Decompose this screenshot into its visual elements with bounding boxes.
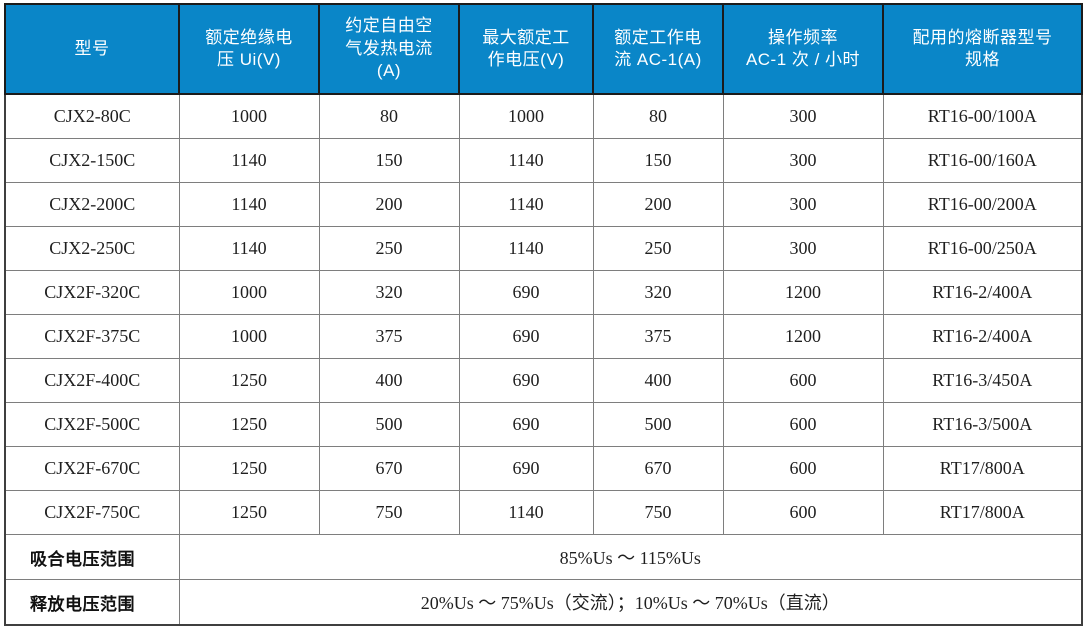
value-cell: 1140 — [458, 138, 594, 183]
value-cell: 80 — [592, 93, 724, 139]
value-cell: 1140 — [178, 182, 320, 227]
value-cell: 1140 — [458, 226, 594, 271]
value-cell: 250 — [592, 226, 724, 271]
pickup-voltage-value: 85%Us ～ 115%Us — [178, 534, 1083, 580]
table-row: CJX2-80C 1000 80 1000 80 300 RT16-00/100… — [4, 93, 1083, 139]
table-body: CJX2-80C 1000 80 1000 80 300 RT16-00/100… — [4, 93, 1083, 626]
table-row: CJX2F-320C 1000 320 690 320 1200 RT16-2/… — [4, 270, 1083, 315]
value-cell: 400 — [592, 358, 724, 403]
value-cell: 300 — [722, 138, 884, 183]
value-cell: 1140 — [178, 138, 320, 183]
value-cell: 1000 — [178, 314, 320, 359]
value-cell: 600 — [722, 446, 884, 491]
value-cell: 250 — [318, 226, 460, 271]
value-cell: RT16-2/400A — [882, 314, 1083, 359]
model-cell: CJX2F-500C — [4, 402, 180, 447]
value-cell: RT16-2/400A — [882, 270, 1083, 315]
value-cell: 500 — [592, 402, 724, 447]
release-voltage-value: 20%Us ～ 75%Us（交流）；10%Us ～ 70%Us（直流） — [178, 579, 1083, 626]
value-cell: 80 — [318, 93, 460, 139]
value-cell: 200 — [592, 182, 724, 227]
table-row: CJX2-200C 1140 200 1140 200 300 RT16-00/… — [4, 182, 1083, 227]
value-cell: 300 — [722, 93, 884, 139]
value-cell: 690 — [458, 314, 594, 359]
value-cell: 600 — [722, 490, 884, 535]
value-cell: 320 — [592, 270, 724, 315]
release-voltage-row: 释放电压范围 20%Us ～ 75%Us（交流）；10%Us ～ 70%Us（直… — [4, 579, 1083, 626]
column-header-operating-frequency: 操作频率 AC-1 次 / 小时 — [722, 3, 884, 95]
value-cell: 1000 — [178, 270, 320, 315]
model-cell: CJX2F-400C — [4, 358, 180, 403]
pickup-voltage-label: 吸合电压范围 — [4, 534, 180, 580]
value-cell: 670 — [592, 446, 724, 491]
value-cell: 375 — [592, 314, 724, 359]
value-cell: 150 — [592, 138, 724, 183]
value-cell: RT16-00/160A — [882, 138, 1083, 183]
value-cell: 1000 — [178, 93, 320, 139]
header-row: 型号 额定绝缘电 压 Ui(V) 约定自由空 气发热电流 (A) 最大额定工 作… — [4, 3, 1083, 95]
contactor-spec-table: 型号 额定绝缘电 压 Ui(V) 约定自由空 气发热电流 (A) 最大额定工 作… — [4, 3, 1083, 626]
table-header: 型号 额定绝缘电 压 Ui(V) 约定自由空 气发热电流 (A) 最大额定工 作… — [4, 3, 1083, 95]
value-cell: RT17/800A — [882, 490, 1083, 535]
column-header-rated-current: 额定工作电 流 AC-1(A) — [592, 3, 724, 95]
value-cell: RT16-3/500A — [882, 402, 1083, 447]
value-cell: 1250 — [178, 358, 320, 403]
pickup-voltage-row: 吸合电压范围 85%Us ～ 115%Us — [4, 534, 1083, 580]
value-cell: 1200 — [722, 270, 884, 315]
value-cell: 300 — [722, 182, 884, 227]
value-cell: 400 — [318, 358, 460, 403]
value-cell: 690 — [458, 270, 594, 315]
value-cell: 375 — [318, 314, 460, 359]
model-cell: CJX2-150C — [4, 138, 180, 183]
value-cell: 500 — [318, 402, 460, 447]
table-row: CJX2-150C 1140 150 1140 150 300 RT16-00/… — [4, 138, 1083, 183]
value-cell: 690 — [458, 446, 594, 491]
column-header-model: 型号 — [4, 3, 180, 95]
table-row: CJX2-250C 1140 250 1140 250 300 RT16-00/… — [4, 226, 1083, 271]
value-cell: 320 — [318, 270, 460, 315]
value-cell: 1250 — [178, 490, 320, 535]
value-cell: 1140 — [178, 226, 320, 271]
value-cell: RT16-00/100A — [882, 93, 1083, 139]
value-cell: 1200 — [722, 314, 884, 359]
table-row: CJX2F-500C 1250 500 690 500 600 RT16-3/5… — [4, 402, 1083, 447]
value-cell: RT16-3/450A — [882, 358, 1083, 403]
model-cell: CJX2F-750C — [4, 490, 180, 535]
model-cell: CJX2-200C — [4, 182, 180, 227]
value-cell: 690 — [458, 358, 594, 403]
value-cell: 1250 — [178, 446, 320, 491]
value-cell: RT17/800A — [882, 446, 1083, 491]
table-row: CJX2F-670C 1250 670 690 670 600 RT17/800… — [4, 446, 1083, 491]
value-cell: 600 — [722, 402, 884, 447]
value-cell: 1140 — [458, 182, 594, 227]
column-header-thermal-current: 约定自由空 气发热电流 (A) — [318, 3, 460, 95]
release-voltage-label: 释放电压范围 — [4, 579, 180, 626]
table-row: CJX2F-400C 1250 400 690 400 600 RT16-3/4… — [4, 358, 1083, 403]
value-cell: 200 — [318, 182, 460, 227]
value-cell: 690 — [458, 402, 594, 447]
model-cell: CJX2F-375C — [4, 314, 180, 359]
value-cell: 670 — [318, 446, 460, 491]
model-cell: CJX2-250C — [4, 226, 180, 271]
value-cell: 1250 — [178, 402, 320, 447]
value-cell: RT16-00/250A — [882, 226, 1083, 271]
model-cell: CJX2-80C — [4, 93, 180, 139]
table-row: CJX2F-750C 1250 750 1140 750 600 RT17/80… — [4, 490, 1083, 535]
value-cell: 750 — [592, 490, 724, 535]
model-cell: CJX2F-670C — [4, 446, 180, 491]
value-cell: 750 — [318, 490, 460, 535]
column-header-max-working-voltage: 最大额定工 作电压(V) — [458, 3, 594, 95]
value-cell: 300 — [722, 226, 884, 271]
value-cell: 150 — [318, 138, 460, 183]
value-cell: 600 — [722, 358, 884, 403]
model-cell: CJX2F-320C — [4, 270, 180, 315]
value-cell: 1140 — [458, 490, 594, 535]
column-header-fuse-spec: 配用的熔断器型号 规格 — [882, 3, 1083, 95]
table-row: CJX2F-375C 1000 375 690 375 1200 RT16-2/… — [4, 314, 1083, 359]
value-cell: RT16-00/200A — [882, 182, 1083, 227]
value-cell: 1000 — [458, 93, 594, 139]
column-header-insulation-voltage: 额定绝缘电 压 Ui(V) — [178, 3, 320, 95]
